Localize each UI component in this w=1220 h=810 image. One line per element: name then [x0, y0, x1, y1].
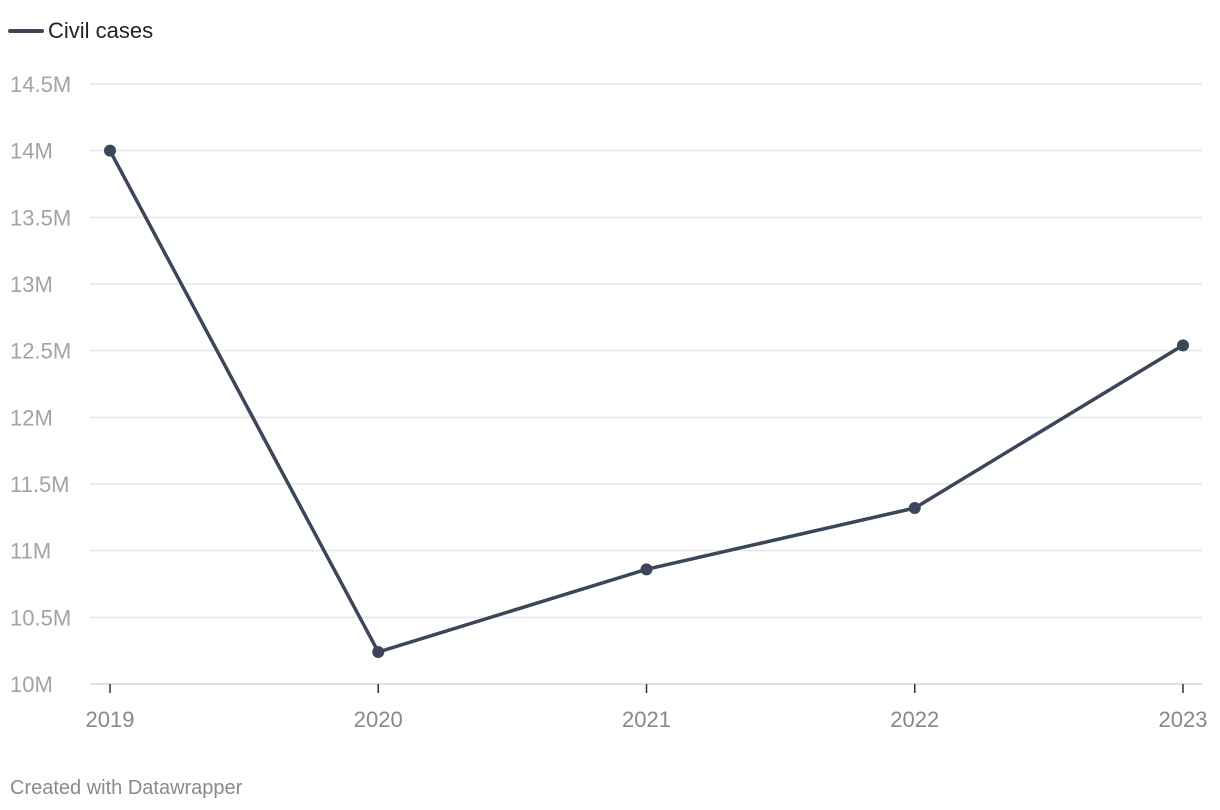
- y-tick-label: 10.5M: [10, 605, 71, 630]
- datawrapper-credit: Created with Datawrapper: [10, 777, 243, 799]
- y-tick-label: 14.5M: [10, 72, 71, 97]
- data-point-2023[interactable]: [1177, 339, 1189, 352]
- y-tick-label: 11.5M: [10, 472, 70, 497]
- y-axis-tick-labels: 10M 10.5M 11M 11.5M 12M 12.5M 13M 13.5M 14M 14.5M: [10, 72, 71, 697]
- data-series: [104, 144, 1189, 658]
- y-tick-label: 12M: [10, 405, 53, 430]
- y-tick-label: 13.5M: [10, 205, 71, 230]
- data-point-2022[interactable]: [908, 502, 921, 514]
- data-point-2021[interactable]: [640, 563, 653, 576]
- series-line-civil-cases: [108, 148, 1185, 654]
- y-tick-label: 10M: [10, 672, 53, 697]
- x-tick-label-2022: 2022: [890, 707, 939, 732]
- chart-legend: Civil cases: [8, 18, 153, 43]
- data-point-2019[interactable]: [104, 144, 116, 157]
- x-tick-label-2020: 2020: [354, 707, 403, 732]
- x-tick-label-2023: 2023: [1159, 707, 1208, 732]
- legend-label-civil-cases: Civil cases: [48, 18, 153, 43]
- y-tick-label: 14M: [10, 139, 53, 164]
- y-tick-label: 11M: [10, 539, 51, 564]
- y-tick-label: 13M: [10, 272, 53, 297]
- y-gridlines: [90, 83, 1202, 685]
- x-tick-label-2019: 2019: [86, 707, 135, 732]
- data-point-2020[interactable]: [372, 646, 385, 658]
- x-tick-label-2021: 2021: [622, 707, 671, 732]
- x-axis: 2019 2020 2021 2022 2023: [86, 684, 1208, 732]
- y-tick-label: 12.5M: [10, 339, 71, 364]
